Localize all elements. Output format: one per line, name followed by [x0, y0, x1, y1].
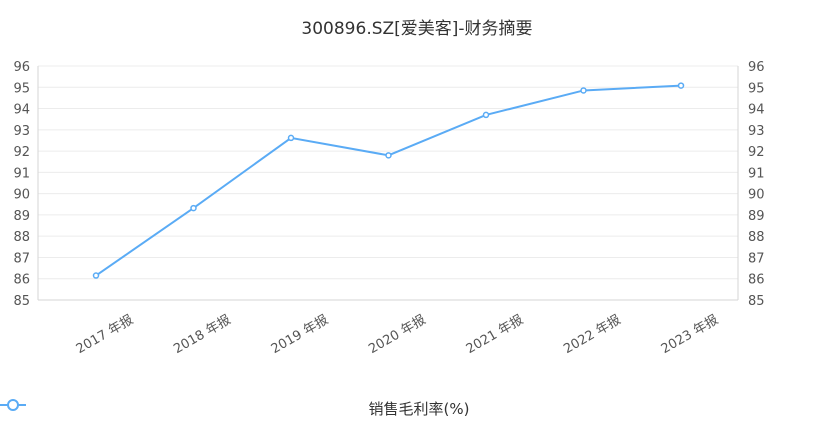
y-tick-label-left: 96 [13, 60, 30, 75]
x-tick-label: 2022 年报 [561, 312, 623, 357]
y-tick-label-right: 85 [748, 294, 765, 309]
legend-line-marker-icon [0, 399, 26, 411]
x-tick-label: 2017 年报 [74, 312, 136, 357]
y-tick-label-left: 93 [13, 124, 30, 139]
y-tick-label-left: 87 [13, 251, 30, 266]
data-point [385, 152, 392, 159]
y-tick-label-right: 91 [748, 166, 765, 181]
data-point [92, 272, 100, 279]
data-point [677, 82, 685, 89]
y-tick-label-right: 92 [748, 145, 765, 160]
y-tick-label-left: 94 [13, 103, 30, 118]
y-tick-label-right: 93 [748, 124, 765, 139]
y-tick-label-right: 88 [748, 230, 765, 245]
x-tick-label: 2018 年报 [171, 312, 233, 357]
y-tick-label-right: 94 [748, 103, 765, 118]
y-tick-label-left: 89 [13, 209, 30, 224]
y-tick-label-left: 90 [13, 188, 30, 203]
x-tick-label: 2021 年报 [464, 312, 526, 357]
y-tick-label-right: 96 [748, 60, 765, 75]
data-point [482, 111, 490, 119]
y-tick-label-right: 86 [748, 273, 765, 288]
legend[interactable]: 销售毛利率(%) [0, 398, 834, 419]
y-tick-label-right: 89 [748, 209, 765, 224]
y-tick-label-left: 91 [13, 166, 30, 181]
y-tick-label-left: 85 [13, 294, 30, 309]
y-tick-label-left: 86 [13, 273, 30, 288]
y-tick-label-right: 90 [748, 188, 765, 203]
x-tick-label: 2023 年报 [659, 312, 721, 357]
y-tick-label-left: 92 [13, 145, 30, 160]
y-tick-label-right: 95 [748, 81, 765, 96]
chart-title: 300896.SZ[爱美客]-财务摘要 [301, 19, 533, 39]
y-tick-label-left: 88 [13, 230, 30, 245]
legend-label: 销售毛利率(%) [368, 400, 470, 418]
data-point [580, 87, 587, 94]
y-tick-label-left: 95 [13, 81, 30, 96]
data-point [190, 204, 197, 212]
series-line [95, 84, 682, 277]
x-tick-label: 2019 年报 [269, 312, 331, 357]
y-tick-label-right: 87 [748, 251, 765, 266]
x-tick-label: 2020 年报 [366, 312, 428, 357]
data-point [287, 134, 295, 142]
